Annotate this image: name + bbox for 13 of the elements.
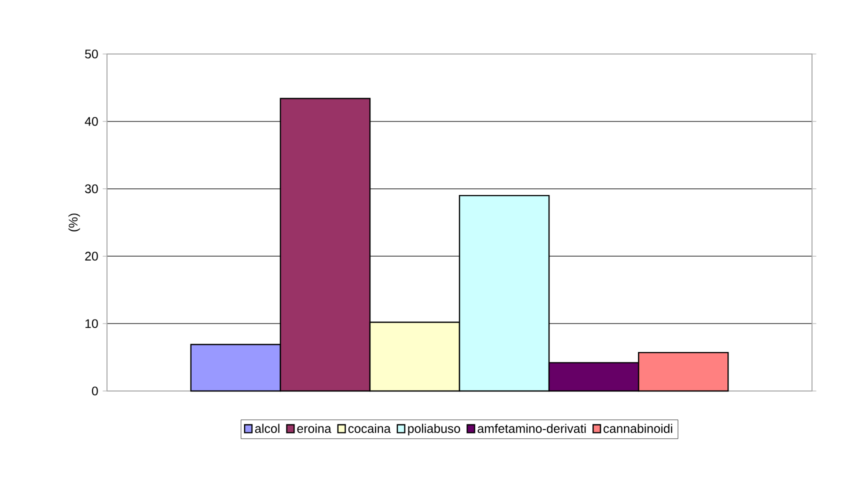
y-tick-label: 20 [85,252,98,261]
y-tick-label: 0 [92,386,98,396]
legend-label: cocaina [348,424,391,433]
legend-label: amfetamino-derivati [478,424,586,433]
y-tick-label: 10 [86,319,98,328]
y-axis-title: (%) [68,214,80,232]
legend-label: poliabuso [408,424,460,436]
legend-label: cannabinoidi [604,424,672,433]
legend-label: eroina [297,424,332,433]
y-tick-label: 50 [85,50,98,58]
y-tick-label: 40 [84,117,98,126]
y-tick-label: 30 [85,184,98,194]
legend-label: alcol [255,424,280,433]
